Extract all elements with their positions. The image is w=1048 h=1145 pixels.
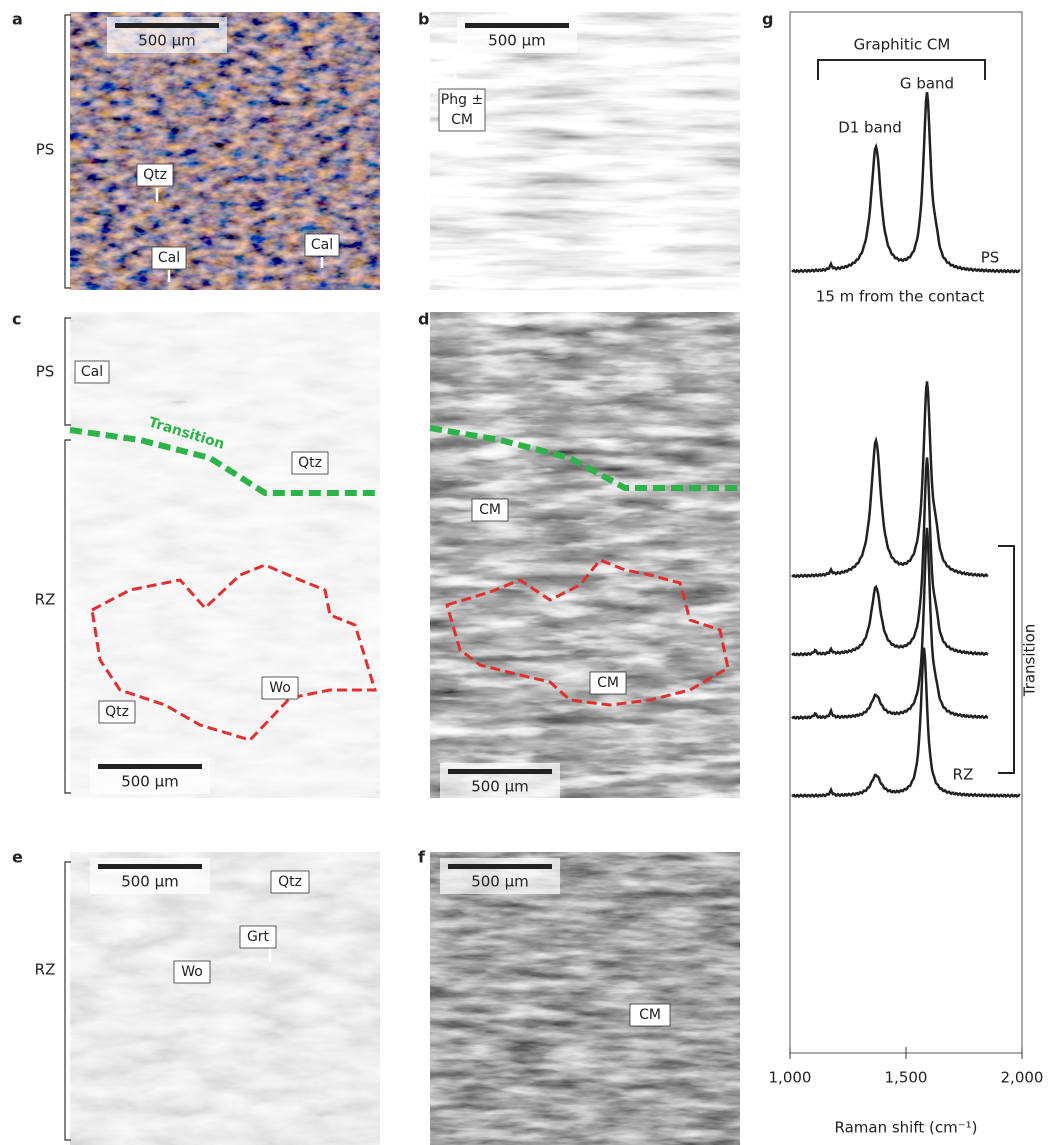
label-box — [261, 676, 299, 700]
scale-bar-label: 500 µm — [121, 773, 179, 791]
spectrum — [791, 527, 989, 721]
note: 15 m from the contact — [816, 288, 985, 306]
label-box — [629, 1003, 671, 1027]
mineral-label: Qtz — [143, 167, 167, 183]
label-box — [98, 700, 136, 724]
mineral-label: CM — [479, 502, 501, 518]
spectrum-label: PS — [981, 249, 1000, 267]
panel-letter: g — [762, 10, 773, 29]
panel-letter: d — [418, 310, 429, 329]
scale-bar — [115, 23, 219, 28]
label-box — [173, 960, 211, 984]
scale-bar — [448, 769, 552, 774]
scale-bar-label: 500 µm — [471, 778, 529, 796]
zone-label: RZ — [35, 591, 56, 609]
micrograph — [430, 12, 740, 290]
mineral-label: Cal — [81, 364, 103, 380]
spectrum — [791, 381, 989, 579]
bracket — [64, 439, 71, 794]
bracket — [64, 14, 71, 289]
spectrum — [791, 647, 1021, 799]
scale-bar — [98, 764, 202, 769]
bracket-label: Transition — [1021, 624, 1039, 698]
panel-letter: c — [12, 310, 21, 329]
scale-bar-label: 500 µm — [121, 873, 179, 891]
mineral-label: Phg ± — [441, 92, 483, 108]
wollastonite-outline — [90, 563, 378, 742]
bracket — [64, 317, 71, 426]
label-box — [471, 498, 509, 522]
zone-label: RZ — [35, 961, 56, 979]
label-box — [270, 870, 310, 894]
spectrum — [791, 457, 989, 657]
mineral-label: CM — [597, 675, 619, 691]
peak-label: G band — [900, 75, 954, 93]
spectrum-label: RZ — [953, 766, 974, 784]
micrograph — [70, 312, 380, 798]
panel-letter: a — [12, 10, 23, 29]
label-box — [151, 246, 187, 270]
bracket — [817, 59, 986, 80]
label-box — [438, 88, 486, 132]
zone-label: PS — [36, 141, 55, 159]
mineral-label: Wo — [269, 680, 291, 696]
x-tick-label: 2,000 — [1001, 1069, 1044, 1087]
scale-bar — [98, 864, 202, 869]
mineral-label: Qtz — [298, 455, 322, 471]
x-tick-label: 1,500 — [885, 1069, 928, 1087]
peak-label: D1 band — [838, 119, 902, 137]
panel-letter: f — [418, 848, 426, 867]
group-label: Graphitic CM — [854, 36, 951, 54]
bracket — [64, 861, 71, 1141]
mineral-label: CM — [639, 1007, 661, 1023]
label-box — [304, 233, 340, 257]
scale-bar — [465, 23, 569, 28]
mineral-label: Grt — [247, 929, 270, 945]
spectra-frame — [789, 11, 1023, 1054]
x-tick-label: 1,000 — [769, 1069, 812, 1087]
scale-bar-label: 500 µm — [488, 32, 546, 50]
micrograph — [430, 312, 740, 798]
x-axis-label: Raman shift (cm⁻¹) — [834, 1119, 977, 1137]
scale-bar — [448, 864, 552, 869]
mineral-label: Qtz — [105, 704, 129, 720]
scale-bar-label: 500 µm — [471, 873, 529, 891]
label-box — [589, 671, 627, 695]
label-box — [239, 925, 277, 949]
bracket — [998, 545, 1015, 774]
mineral-label: Wo — [181, 964, 203, 980]
panel-letter: b — [418, 10, 429, 29]
transition-line — [429, 425, 740, 491]
mineral-label: Cal — [158, 250, 180, 266]
transition-line — [69, 427, 380, 496]
scale-bar-label: 500 µm — [138, 32, 196, 50]
spectrum — [791, 92, 1021, 274]
mineral-label: Qtz — [278, 874, 302, 890]
cm-outline — [445, 558, 730, 707]
panel-letter: e — [12, 848, 23, 867]
label-box — [136, 163, 174, 187]
mineral-label: CM — [451, 112, 473, 128]
mineral-label: Cal — [311, 237, 333, 253]
label-box — [74, 360, 110, 384]
zone-label: PS — [36, 363, 55, 381]
micrograph — [70, 852, 380, 1145]
label-box — [291, 451, 329, 475]
micrograph — [430, 852, 740, 1145]
